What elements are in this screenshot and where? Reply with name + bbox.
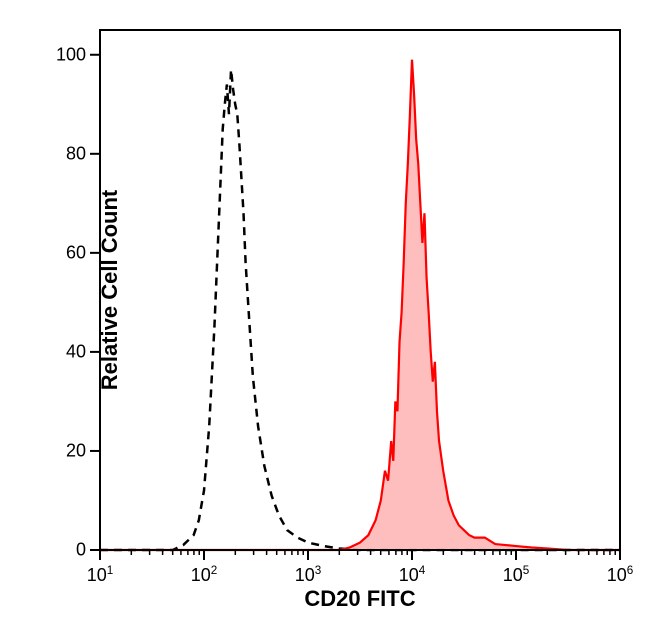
x-tick-label: 103: [295, 564, 322, 586]
y-tick-label: 0: [76, 540, 86, 561]
x-tick-label: 101: [87, 564, 114, 586]
chart-container: { "chart": { "type": "histogram", "xlabe…: [0, 0, 646, 641]
x-tick-label: 106: [607, 564, 634, 586]
y-tick-label: 20: [66, 440, 86, 461]
plot-border: [100, 30, 620, 550]
series-control-line: [100, 70, 620, 550]
x-tick-label: 102: [191, 564, 218, 586]
y-tick-label: 80: [66, 143, 86, 164]
x-tick-label: 105: [503, 564, 530, 586]
series-sample-fill: [100, 60, 620, 550]
y-tick-label: 40: [66, 341, 86, 362]
y-tick-label: 100: [56, 44, 86, 65]
histogram-plot: [88, 28, 622, 562]
x-axis-label: CD20 FITC: [304, 586, 415, 612]
x-tick-label: 104: [399, 564, 426, 586]
y-tick-label: 60: [66, 242, 86, 263]
series-sample-line: [100, 60, 620, 550]
